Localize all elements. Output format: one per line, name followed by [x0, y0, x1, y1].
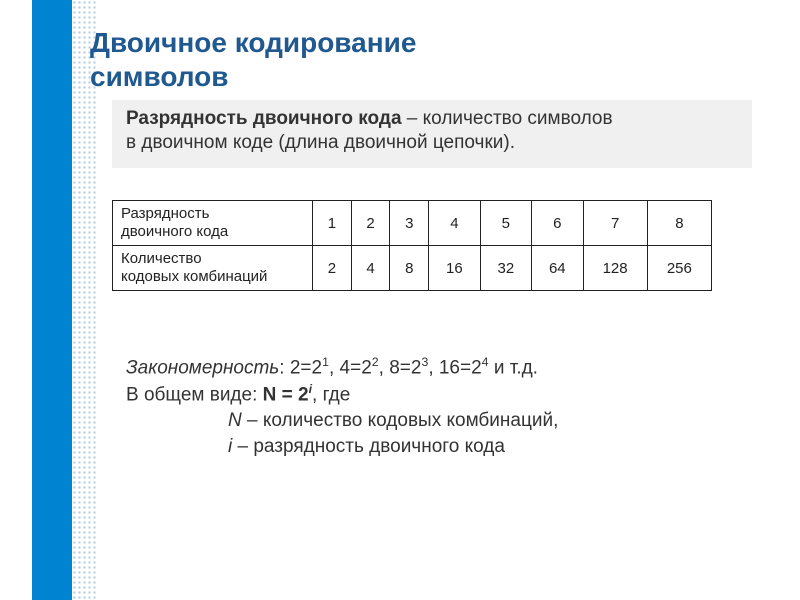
slide-title: Двоичное кодирование символов: [90, 26, 416, 93]
cell: 16: [429, 246, 480, 291]
ptxt: , 8=2: [379, 357, 422, 378]
cell: 4: [351, 246, 390, 291]
pattern-line2: В общем виде: N = 2i, где: [126, 381, 748, 408]
cell: 6: [532, 201, 583, 246]
pattern-section: Закономерность: 2=21, 4=22, 8=23, 16=24 …: [108, 354, 748, 459]
formula-N: N = 2: [263, 384, 309, 405]
row1-label-l1: Разрядность: [121, 205, 209, 222]
accent-bar: [32, 0, 72, 600]
definition-box: Разрядность двоичного кода – количество …: [112, 100, 752, 168]
line4-text: – разрядность двоичного кода: [232, 436, 505, 457]
cell: 1: [313, 201, 352, 246]
cell: 64: [532, 246, 583, 291]
sup: 4: [482, 355, 489, 369]
row1-label: Разрядность двоичного кода: [113, 201, 313, 246]
code-table: Разрядность двоичного кода 1 2 3 4 5 6 7…: [112, 200, 712, 291]
table-row: Количество кодовых комбинаций 2 4 8 16 3…: [113, 246, 712, 291]
cell: 7: [583, 201, 647, 246]
cell: 256: [647, 246, 711, 291]
cell: 4: [429, 201, 480, 246]
row1-label-l2: двоичного кода: [121, 223, 228, 240]
row2-label: Количество кодовых комбинаций: [113, 246, 313, 291]
sup: 1: [322, 355, 329, 369]
pattern-label: Закономерность: [126, 357, 279, 378]
cell: 8: [390, 246, 429, 291]
ptxt: , 16=2: [428, 357, 481, 378]
cell: 2: [313, 246, 352, 291]
cell: 2: [351, 201, 390, 246]
definition-dash: –: [402, 108, 423, 129]
line3-text: – количество кодовых комбинаций,: [242, 410, 559, 431]
title-line1: Двоичное кодирование: [90, 27, 416, 58]
cell: 8: [647, 201, 711, 246]
sup: 2: [372, 355, 379, 369]
cell: 128: [583, 246, 647, 291]
ptxt: : 2=2: [279, 357, 322, 378]
table-row: Разрядность двоичного кода 1 2 3 4 5 6 7…: [113, 201, 712, 246]
definition-text1: количество символов: [423, 108, 613, 129]
cell: 32: [480, 246, 531, 291]
pattern-line4: i – разрядность двоичного кода: [228, 434, 748, 460]
cell: 5: [480, 201, 531, 246]
line3-N: N: [228, 410, 242, 431]
row2-label-l2: кодовых комбинаций: [121, 268, 267, 285]
line2-suffix: , где: [312, 384, 350, 405]
ptxt: , 4=2: [329, 357, 372, 378]
cell: 3: [390, 201, 429, 246]
title-line2: символов: [90, 61, 228, 92]
ptxt: и т.д.: [489, 357, 538, 378]
definition-term: Разрядность двоичного кода: [126, 108, 402, 129]
row2-label-l1: Количество: [121, 250, 202, 267]
pattern-line3: N – количество кодовых комбинаций,: [228, 408, 748, 434]
pattern-line1: Закономерность: 2=21, 4=22, 8=23, 16=24 …: [126, 354, 748, 381]
definition-text2: в двоичном коде (длина двоичной цепочки)…: [126, 132, 738, 154]
line2-prefix: В общем виде:: [126, 384, 263, 405]
